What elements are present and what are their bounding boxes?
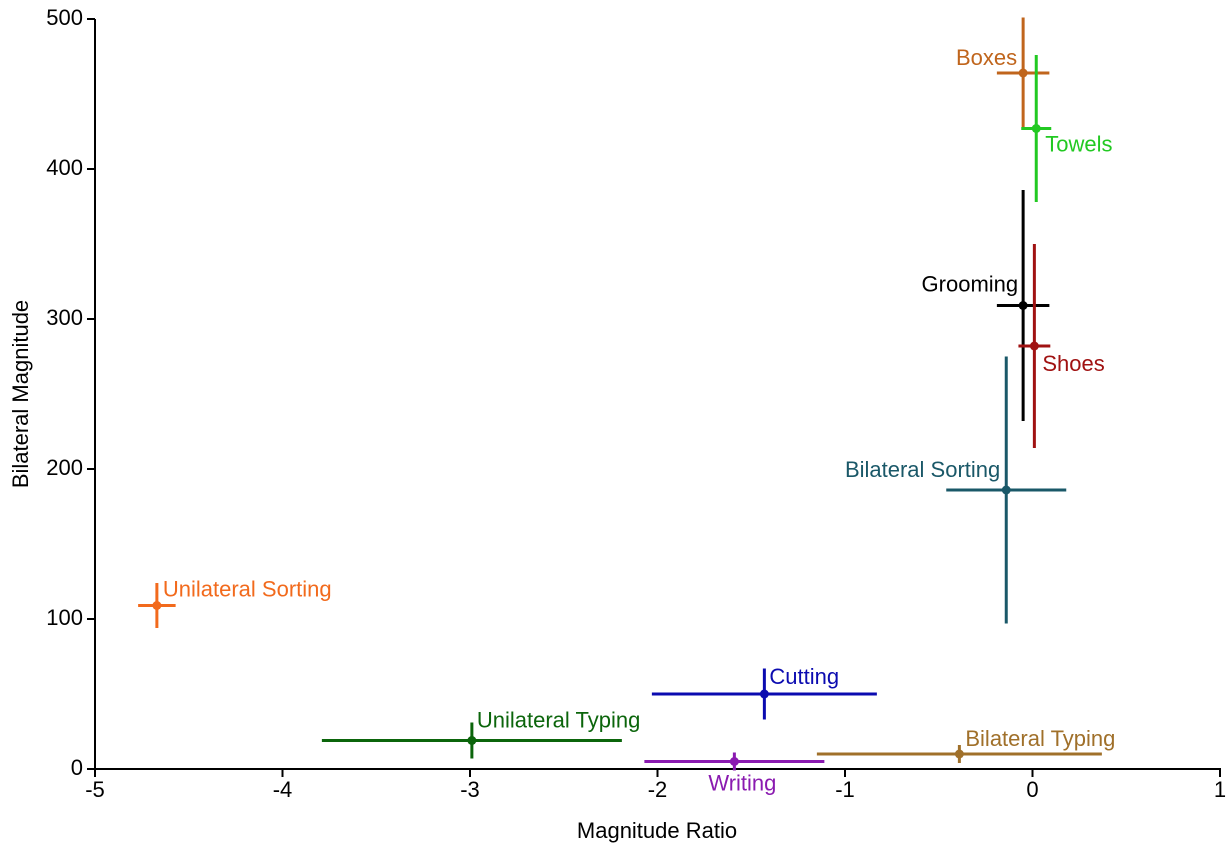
point [954, 749, 964, 759]
x-tick-label: -5 [85, 777, 105, 802]
x-tick-label: 0 [1026, 777, 1038, 802]
y-tick-label: 200 [46, 455, 83, 480]
point [467, 736, 477, 745]
point-label: Bilateral Sorting [845, 457, 1000, 482]
point-label: Cutting [769, 664, 839, 689]
point-label: Bilateral Typing [965, 726, 1115, 751]
x-tick-label: -4 [273, 777, 293, 802]
point-label: Unilateral Sorting [163, 576, 332, 601]
y-tick-label: 500 [46, 5, 83, 30]
y-axis-label: Bilateral Magnitude [8, 300, 33, 488]
point [1018, 68, 1028, 78]
y-tick-label: 300 [46, 305, 83, 330]
point-label: Grooming [922, 271, 1019, 296]
point [1031, 124, 1041, 133]
point-label: Unilateral Typing [477, 707, 640, 732]
point [759, 689, 769, 699]
x-tick-label: 1 [1214, 777, 1226, 802]
point [1001, 485, 1011, 495]
x-tick-label: -2 [648, 777, 668, 802]
point [1029, 341, 1039, 351]
point-label: Boxes [956, 45, 1017, 70]
point [152, 601, 162, 610]
y-tick-label: 400 [46, 155, 83, 180]
point [729, 757, 739, 766]
y-tick-label: 0 [71, 755, 83, 780]
x-tick-label: -3 [460, 777, 480, 802]
point [1018, 301, 1028, 310]
x-tick-label: -1 [835, 777, 855, 802]
y-tick-label: 100 [46, 605, 83, 630]
point-label: Towels [1045, 131, 1112, 156]
point-label: Shoes [1042, 351, 1104, 376]
x-axis-label: Magnitude Ratio [577, 818, 737, 843]
point-label: Writing [708, 770, 776, 795]
